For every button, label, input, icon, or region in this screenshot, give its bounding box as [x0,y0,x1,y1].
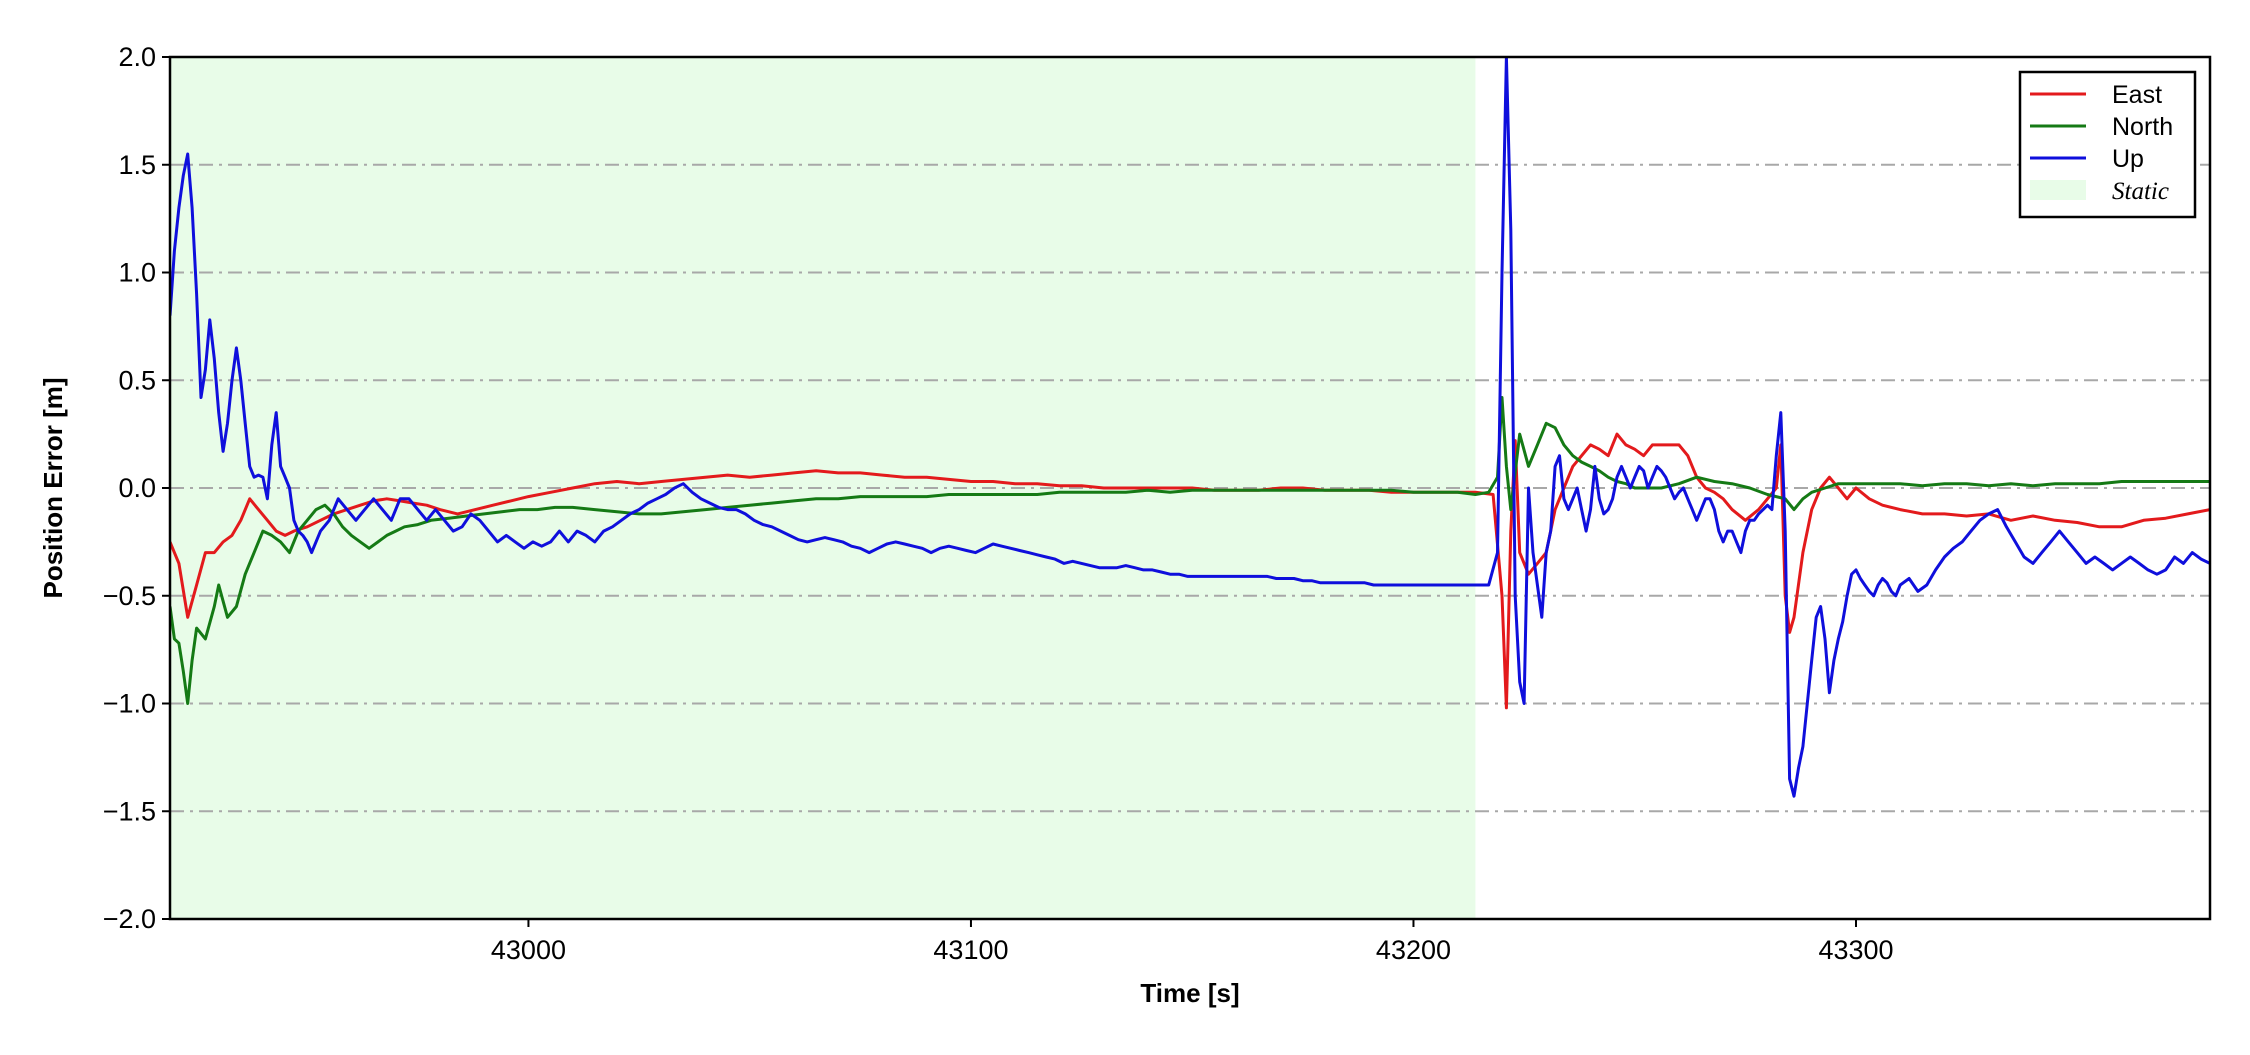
y-tick-label: −1.5 [103,796,156,826]
x-axis-label: Time [s] [1140,978,1239,1008]
x-tick-label: 43200 [1376,935,1451,965]
legend-label-north: North [2112,113,2173,141]
y-tick-label: 0.5 [118,365,156,395]
x-tick-label: 43300 [1818,935,1893,965]
y-tick-label: 2.0 [118,42,156,72]
ticks-layer: −2.0 −1.5 −1.0 −0.5 0.0 0.5 1.0 1.5 2.0 43000 4310… [103,42,1894,965]
series-line-up [170,57,2210,798]
y-axis-label: Position Error [m] [38,377,68,598]
x-tick-label: 43100 [933,935,1008,965]
y-tick-label: −1.0 [103,689,156,719]
y-tick-label: 1.5 [118,150,156,180]
static-region-layer [170,57,1476,919]
static-region [170,57,1476,919]
series-layer [170,57,2210,798]
x-tick-label: 43000 [491,935,566,965]
legend-label-up: Up [2112,145,2144,173]
legend-swatch-static [2030,180,2086,200]
y-tick-label: −0.5 [103,581,156,611]
y-tick-label: 1.0 [118,258,156,288]
legend-label-east: East [2112,81,2162,109]
y-tick-label: 0.0 [118,473,156,503]
legend-label-static: Static [2112,178,2169,205]
legend: East North Up Static [2018,70,2197,219]
y-tick-label: −2.0 [103,904,156,934]
